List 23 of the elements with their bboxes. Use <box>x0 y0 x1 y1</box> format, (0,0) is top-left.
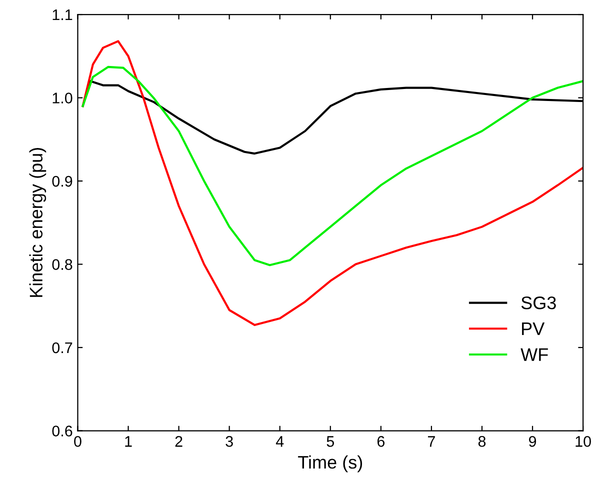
y-tick-label: 0.8 <box>52 259 72 270</box>
y-tick-label: 1.1 <box>52 10 72 20</box>
line-series <box>82 66 584 266</box>
x-tick-label: 0 <box>74 436 82 447</box>
x-tick-label: 5 <box>326 436 334 447</box>
y-axis-title: Kinetic energy (pu) <box>29 148 46 297</box>
y-tick-label: 0.9 <box>52 176 72 187</box>
x-tick-label: 1 <box>125 436 132 447</box>
legend-label: PV <box>522 322 545 335</box>
legend-label: WF <box>520 348 548 361</box>
legend-label: SG3 <box>521 296 556 310</box>
x-tick-label: 9 <box>528 436 536 447</box>
x-tick-label: 2 <box>175 436 182 447</box>
x-tick-label: 6 <box>377 436 385 447</box>
x-tick-label: 10 <box>576 436 591 447</box>
x-tick-label: 7 <box>428 436 435 447</box>
x-tick-label: 8 <box>478 436 486 447</box>
x-axis-title: Time (s) <box>298 455 362 472</box>
y-tick-label: 0.7 <box>52 342 72 354</box>
y-tick-label: 1.0 <box>52 92 72 104</box>
x-tick-label: 4 <box>276 436 284 447</box>
x-tick-label: 3 <box>226 436 233 447</box>
y-tick-label: 0.6 <box>52 426 72 436</box>
